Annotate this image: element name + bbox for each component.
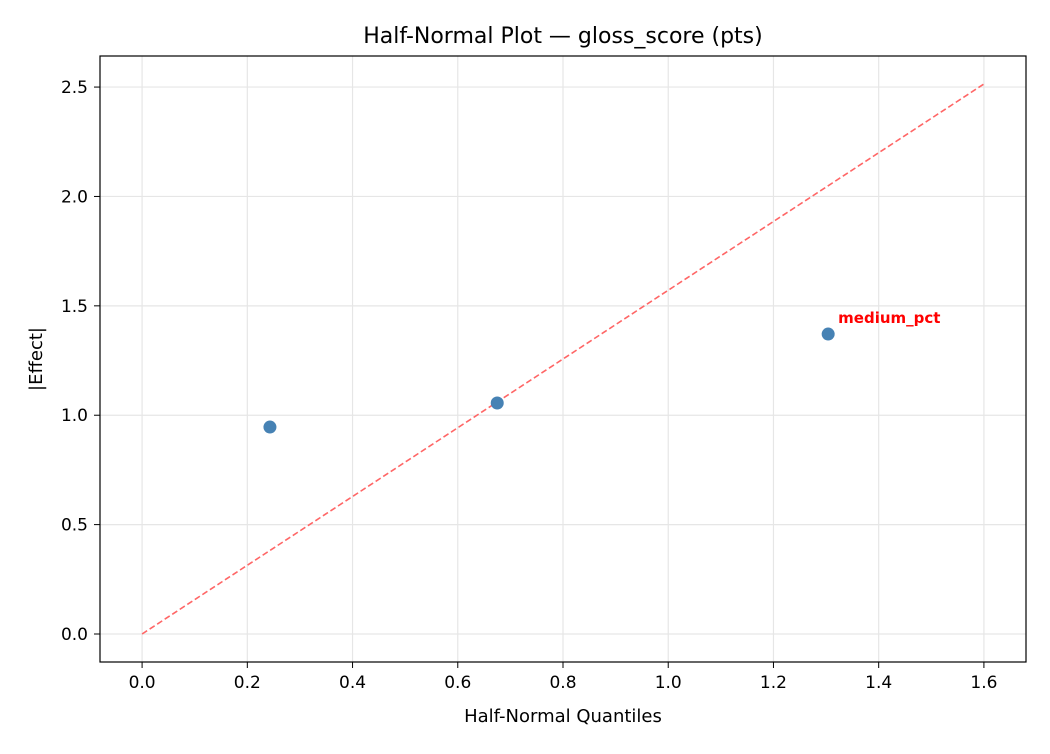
x-tick-label: 0.8 [549,673,576,693]
chart-title: Half-Normal Plot — gloss_score (pts) [363,24,762,49]
y-tick-label: 2.0 [61,187,88,207]
x-tick-label: 0.2 [234,673,261,693]
x-axis: 0.0 0.2 0.4 0.6 0.8 1.0 1.2 1.4 1.6 [129,662,997,693]
data-point [490,396,504,410]
y-tick-label: 0.5 [61,516,88,536]
x-tick-label: 0.6 [444,673,471,693]
data-point [821,327,835,341]
y-axis-label: |Effect| [26,327,47,391]
x-tick-label: 0.4 [339,673,366,693]
y-tick-label: 2.5 [61,78,88,98]
x-tick-label: 1.4 [865,673,892,693]
data-point [263,420,277,434]
y-axis: 0.0 0.5 1.0 1.5 2.0 2.5 [61,78,100,645]
y-tick-label: 1.5 [61,297,88,317]
x-tick-label: 1.6 [970,673,997,693]
x-tick-label: 1.2 [760,673,787,693]
x-tick-label: 1.0 [655,673,682,693]
y-tick-label: 0.0 [61,625,88,645]
grid [100,56,1026,662]
point-annotation: medium_pct [838,309,940,327]
data-points: medium_pct [263,309,940,434]
reference-line [141,83,985,635]
x-axis-label: Half-Normal Quantiles [464,706,662,727]
y-tick-label: 1.0 [61,406,88,426]
x-tick-label: 0.0 [129,673,156,693]
